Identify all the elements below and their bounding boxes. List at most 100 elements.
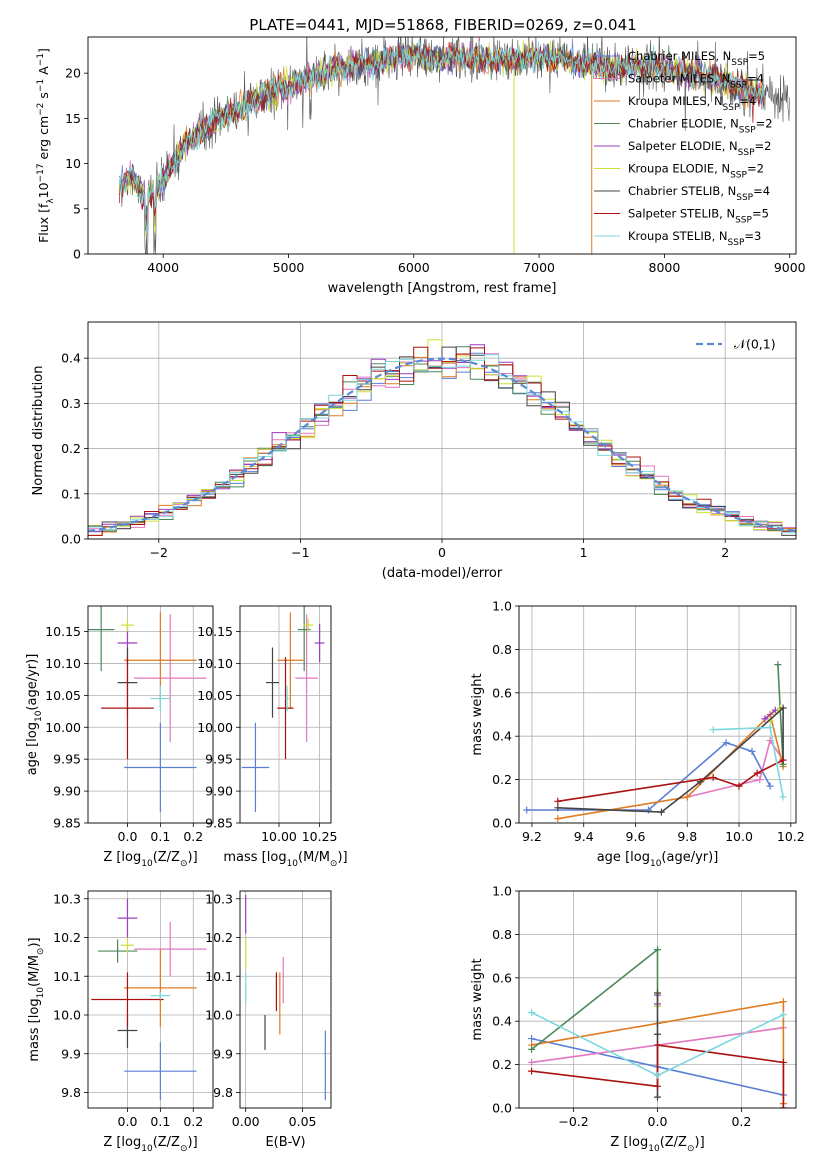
errorbar-kroupa-elodie — [120, 937, 135, 953]
weight-series-salpeter-elodie — [761, 706, 779, 723]
axes-border — [87, 36, 797, 255]
y-tick-label: 20 — [65, 66, 81, 81]
errorbar-salpeter-miles — [134, 614, 207, 742]
weight-line — [557, 712, 784, 820]
legend: Chabrier MILES, NSSP=5 Salpeter MILES, NS… — [594, 49, 773, 248]
axes-border — [87, 890, 214, 1109]
plot-area — [245, 894, 326, 1101]
x-tick-label: 2 — [721, 545, 729, 560]
y-tick-label: 9.8 — [213, 1085, 233, 1100]
x-axis-label: wavelength [Angstrom, rest frame] — [328, 281, 557, 296]
weight-series-kroupa-stelib — [528, 1009, 787, 1079]
x-tick-label: 1 — [580, 545, 588, 560]
weight-marker — [528, 1058, 536, 1066]
x-axis-label: Z [log10(Z/Z⊙)] — [103, 850, 197, 869]
histogram-step-salpeter-stelib — [88, 346, 796, 536]
y-tick-label: 0.8 — [492, 642, 512, 657]
errorbar-kroupa-stelib — [285, 685, 289, 712]
legend-label: Chabrier ELODIE, NSSP=2 — [628, 117, 773, 136]
weight-marker — [528, 1009, 536, 1017]
axes-frame: 0.00 0.05 9.8 9.9 10.0 10.1 10.2 10.3 — [205, 891, 316, 1129]
weight-series-kroupa-stelib — [709, 724, 787, 801]
axes-frame: 4000 5000 6000 7000 8000 9000 0 5 10 15 20 — [65, 66, 806, 275]
y-tick-label: 10.05 — [197, 688, 233, 703]
weight-marker — [779, 1104, 787, 1108]
y-tick-label: 0.0 — [61, 532, 81, 547]
weight-marker — [554, 815, 562, 823]
errorbar-chabrier-miles — [124, 722, 197, 813]
axes-border — [239, 890, 332, 1109]
age-vs-mass-panel: 10.00 10.25 9.85 9.90 9.95 10.00 10.05 10.10 10.… — [197, 605, 348, 869]
x-tick-label: 10.00 — [261, 829, 297, 844]
x-tick-label: 0.1 — [150, 829, 170, 844]
legend-label: Salpeter ELODIE, NSSP=2 — [628, 139, 771, 158]
y-tick-label: 9.9 — [213, 1046, 233, 1061]
weight-marker — [657, 808, 665, 816]
axes-frame: −2 −1 0 1 2 0.0 0.1 0.2 0.3 0.4 — [61, 351, 729, 560]
weight-marker — [654, 1093, 661, 1101]
weight-marker — [654, 1030, 661, 1038]
mass-weight-vs-age-panel: 9.2 9.4 9.6 9.8 10.0 10.2 0.0 0.2 0.4 0.6 0.8 1.0 ag… — [470, 599, 805, 870]
y-tick-label: 0.2 — [61, 441, 81, 456]
y-tick-label: 15 — [65, 111, 81, 126]
weight-marker — [528, 1067, 536, 1075]
x-axis-label: Z [log10(Z/Z⊙)] — [103, 1135, 197, 1154]
axes-border — [239, 605, 332, 824]
weight-line — [531, 1000, 785, 1104]
axes-frame: 0.0 0.1 0.2 9.8 9.9 10.0 10.1 10.2 10.3 — [53, 891, 203, 1129]
x-axis-label: Z [log10(Z/Z⊙)] — [610, 1135, 704, 1154]
weight-marker — [654, 989, 661, 997]
residuals-panel: −2 −1 0 1 2 0.0 0.1 0.2 0.3 0.4 (data-model)/error… — [31, 321, 797, 581]
weight-marker — [771, 706, 779, 714]
x-tick-label: 0.0 — [118, 1114, 138, 1129]
y-tick-label: 10.2 — [53, 930, 81, 945]
y-axis-label: mass weight — [470, 673, 485, 755]
y-axis-label: Flux [fλ10−17 erg cm−2 s−1 A−1] — [36, 48, 56, 243]
weight-line — [777, 664, 784, 765]
errorbar-chabrier-elodie — [88, 606, 115, 672]
weight-marker — [722, 739, 730, 747]
x-axis-label: mass [log10(M/M⊙)] — [223, 850, 347, 869]
model-line-kroupa-stelib — [118, 38, 765, 234]
y-tick-label: 10.05 — [45, 688, 81, 703]
y-tick-label: 10.0 — [53, 1008, 81, 1023]
y-tick-label: 0.2 — [492, 1057, 512, 1072]
weight-marker — [709, 773, 717, 781]
errorbar-salpeter-stelib — [91, 972, 164, 1027]
errorbar-salpeter-stelib — [101, 657, 154, 760]
errorbar-chabrier-miles — [241, 722, 270, 813]
x-tick-label: 9.2 — [522, 829, 542, 844]
weight-series-salpeter-stelib — [528, 1041, 787, 1108]
plot-area — [523, 661, 787, 823]
weight-series-chabrier-stelib — [554, 704, 787, 816]
x-tick-label: 10.0 — [725, 829, 753, 844]
y-tick-label: 10.15 — [197, 624, 233, 639]
weight-marker — [779, 793, 787, 801]
weight-marker — [753, 769, 761, 777]
legend-label: Salpeter MILES, NSSP=4 — [628, 72, 764, 91]
errorbar-salpeter-elodie — [314, 623, 325, 663]
y-tick-label: 0.0 — [492, 1101, 512, 1116]
y-tick-label: 1.0 — [492, 599, 512, 614]
x-tick-label: 0 — [438, 545, 446, 560]
weight-marker — [779, 756, 787, 764]
y-tick-label: 10.0 — [205, 1008, 233, 1023]
errorbar-kroupa-miles — [277, 612, 304, 709]
plot-area — [241, 606, 325, 813]
weight-marker — [654, 1041, 661, 1049]
axes-border — [518, 890, 797, 1109]
y-tick-label: 9.90 — [53, 784, 81, 799]
y-tick-label: 10.3 — [205, 891, 233, 906]
errorbar-kroupa-miles — [124, 949, 197, 1027]
axes-border — [518, 605, 797, 824]
plot-area — [528, 946, 787, 1108]
x-tick-label: 9.8 — [677, 829, 697, 844]
y-tick-label: 10.1 — [205, 969, 233, 984]
y-tick-label: 10.10 — [45, 656, 81, 671]
weight-line — [557, 759, 784, 803]
spectrum-panel: 4000 5000 6000 7000 8000 9000 0 5 10 15 20 waveleng… — [36, 36, 806, 296]
axes-frame: 9.2 9.4 9.6 9.8 10.0 10.2 0.0 0.2 0.4 0.6 0.8 1.0 — [492, 599, 805, 845]
axes-frame: 0.0 0.1 0.2 9.85 9.90 9.95 10.00 10.05 10.10 10.1… — [45, 624, 203, 844]
weight-series-salpeter-stelib — [554, 756, 787, 805]
y-tick-label: 10.00 — [197, 720, 233, 735]
